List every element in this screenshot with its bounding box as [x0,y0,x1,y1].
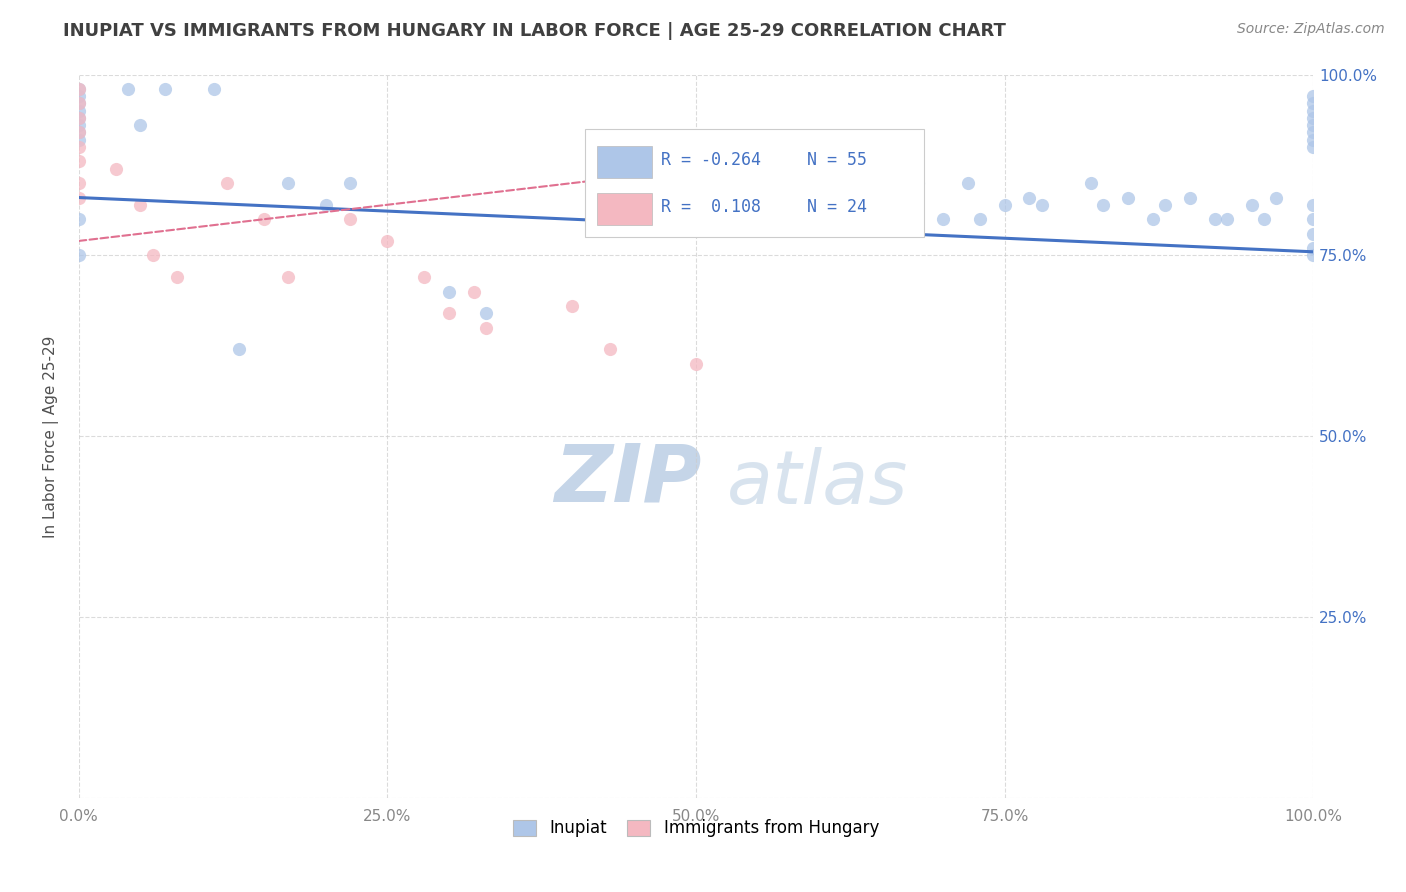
Point [67,176,90,190]
Point [339,212,361,227]
Point [1204,212,1226,227]
Point [1031,198,1053,212]
Point [67,82,90,96]
Point [202,82,225,96]
Point [228,343,250,357]
Point [67,154,90,169]
Point [1154,198,1177,212]
Point [994,198,1017,212]
Point [437,285,460,299]
Point [1302,241,1324,255]
Point [375,234,398,248]
Point [104,161,127,176]
Text: N = 24: N = 24 [807,198,868,216]
Point [1142,212,1164,227]
Point [215,176,238,190]
Point [67,96,90,111]
Point [1302,103,1324,118]
Point [413,270,436,285]
Point [67,96,90,111]
Point [253,212,276,227]
Point [67,111,90,125]
Point [747,198,769,212]
Point [1253,212,1275,227]
Point [475,306,498,320]
Point [67,212,90,227]
Point [1302,96,1324,111]
Point [1302,133,1324,147]
Point [599,343,621,357]
Point [561,299,583,313]
Point [67,140,90,154]
Point [1092,198,1115,212]
Point [153,82,176,96]
Point [1302,140,1324,154]
Text: INUPIAT VS IMMIGRANTS FROM HUNGARY IN LABOR FORCE | AGE 25-29 CORRELATION CHART: INUPIAT VS IMMIGRANTS FROM HUNGARY IN LA… [63,22,1007,40]
Point [67,190,90,204]
Point [1302,212,1324,227]
Point [1302,89,1324,103]
Point [277,270,299,285]
Point [277,176,299,190]
Point [969,212,991,227]
Point [1302,118,1324,132]
Point [870,190,893,204]
Point [1302,111,1324,125]
Point [67,125,90,139]
Point [67,248,90,262]
Point [956,176,979,190]
Point [1178,190,1201,204]
Point [475,320,498,334]
Point [1018,190,1040,204]
Point [67,89,90,103]
Point [67,82,90,96]
FancyBboxPatch shape [585,128,924,237]
Point [1302,227,1324,241]
Point [315,198,337,212]
Point [437,306,460,320]
Y-axis label: In Labor Force | Age 25-29: In Labor Force | Age 25-29 [44,335,59,538]
Text: R = -0.264: R = -0.264 [661,151,762,169]
Point [685,357,707,371]
Point [67,133,90,147]
FancyBboxPatch shape [598,146,651,178]
Point [463,285,485,299]
Point [129,198,152,212]
Text: R =  0.108: R = 0.108 [661,198,762,216]
Point [67,103,90,118]
Point [67,125,90,139]
Point [1265,190,1288,204]
Text: N = 55: N = 55 [807,151,868,169]
Point [1240,198,1263,212]
Point [142,248,165,262]
Point [117,82,139,96]
Point [1302,248,1324,262]
Text: ZIP: ZIP [554,441,702,519]
Point [907,176,929,190]
Point [339,176,361,190]
Text: Source: ZipAtlas.com: Source: ZipAtlas.com [1237,22,1385,37]
Text: atlas: atlas [727,448,908,519]
Point [1302,125,1324,139]
Point [1216,212,1239,227]
Point [685,176,707,190]
Legend: Inupiat, Immigrants from Hungary: Inupiat, Immigrants from Hungary [506,813,886,844]
Point [166,270,188,285]
Point [1116,190,1139,204]
Point [1080,176,1102,190]
Point [129,118,152,132]
Point [932,212,955,227]
FancyBboxPatch shape [598,194,651,225]
Point [1302,198,1324,212]
Point [67,118,90,132]
Point [783,154,806,169]
Point [67,111,90,125]
